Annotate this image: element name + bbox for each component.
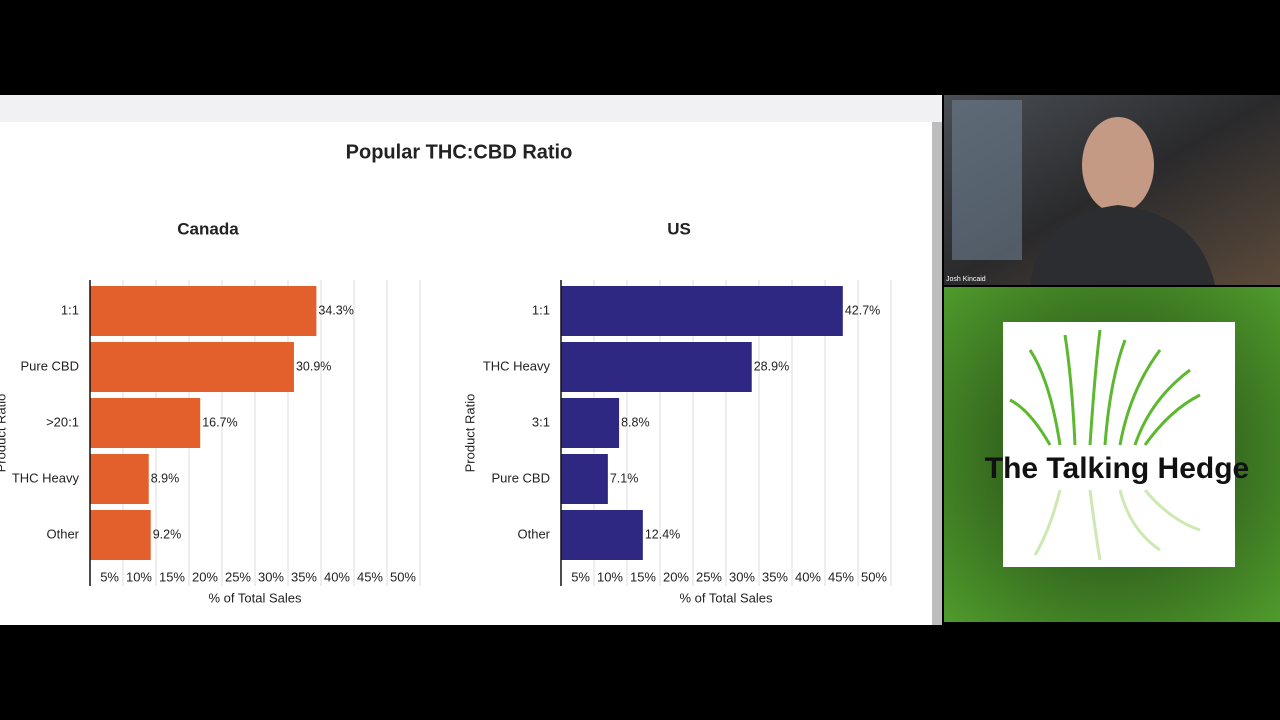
- x-tick-label: 50%: [390, 569, 416, 584]
- category-label: 1:1: [61, 302, 79, 317]
- bar: [561, 286, 843, 336]
- x-tick-label: 25%: [225, 569, 251, 584]
- x-tick-label: 50%: [861, 569, 887, 584]
- bar: [90, 510, 151, 560]
- charts: Canada 5% 10% 15% 20% 25% 30% 35% 40% 45% 50% 1:1 34…: [0, 219, 892, 605]
- y-axis-label: Product Ratio: [462, 394, 477, 473]
- value-label: 12.4%: [645, 527, 680, 541]
- category-label: THC Heavy: [12, 470, 80, 485]
- value-label: 8.9%: [151, 471, 180, 485]
- x-tick-label: 40%: [324, 569, 350, 584]
- category-label: 1:1: [532, 302, 550, 317]
- category-label: Other: [517, 526, 550, 541]
- bar: [90, 286, 317, 336]
- bar: [561, 454, 608, 504]
- x-tick-label: 45%: [357, 569, 383, 584]
- value-label: 34.3%: [318, 303, 353, 317]
- value-label: 30.9%: [296, 359, 331, 373]
- x-tick-label: 5%: [571, 569, 590, 584]
- value-label: 7.1%: [610, 471, 639, 485]
- x-tick-label: 10%: [597, 569, 623, 584]
- value-label: 28.9%: [754, 359, 789, 373]
- category-label: Pure CBD: [491, 470, 550, 485]
- slide-title: Popular THC:CBD Ratio: [346, 141, 573, 163]
- x-tick-label: 10%: [126, 569, 152, 584]
- value-label: 16.7%: [202, 415, 237, 429]
- bar: [561, 342, 752, 392]
- x-tick-label: 20%: [192, 569, 218, 584]
- participant-name: Josh Kincaid: [946, 276, 986, 283]
- x-tick-label: 20%: [663, 569, 689, 584]
- value-label: 8.8%: [621, 415, 650, 429]
- category-label: Other: [46, 526, 79, 541]
- x-tick-label: 30%: [258, 569, 284, 584]
- bar: [561, 510, 643, 560]
- x-tick-label: 5%: [100, 569, 119, 584]
- window: [952, 100, 1022, 260]
- y-axis-label: Product Ratio: [0, 394, 8, 473]
- grass-reflection: [1033, 489, 1201, 561]
- bar: [90, 454, 149, 504]
- category-label: >20:1: [46, 414, 79, 429]
- x-axis-label: % of Total Sales: [209, 590, 302, 605]
- grass-art: [1009, 329, 1201, 446]
- x-tick-label: 45%: [828, 569, 854, 584]
- face: [1082, 117, 1154, 213]
- x-tick-label: 30%: [729, 569, 755, 584]
- category-label: THC Heavy: [483, 358, 551, 373]
- value-label: 42.7%: [845, 303, 880, 317]
- bar: [90, 342, 294, 392]
- chart-title: US: [667, 219, 691, 238]
- bar: [90, 398, 201, 448]
- x-tick-label: 15%: [630, 569, 656, 584]
- value-label: 9.2%: [153, 527, 182, 541]
- category-label: Pure CBD: [20, 358, 79, 373]
- chart-title: Canada: [177, 219, 239, 238]
- x-tick-label: 35%: [762, 569, 788, 584]
- toolbar: [0, 95, 942, 122]
- x-tick-label: 35%: [291, 569, 317, 584]
- x-tick-label: 40%: [795, 569, 821, 584]
- x-tick-label: 25%: [696, 569, 722, 584]
- logo-text: The Talking Hedge: [985, 452, 1249, 485]
- x-tick-label: 15%: [159, 569, 185, 584]
- scrollbar[interactable]: [932, 122, 942, 625]
- bar: [561, 398, 620, 448]
- person: [1030, 205, 1215, 285]
- x-axis-label: % of Total Sales: [680, 590, 773, 605]
- category-label: 3:1: [532, 414, 550, 429]
